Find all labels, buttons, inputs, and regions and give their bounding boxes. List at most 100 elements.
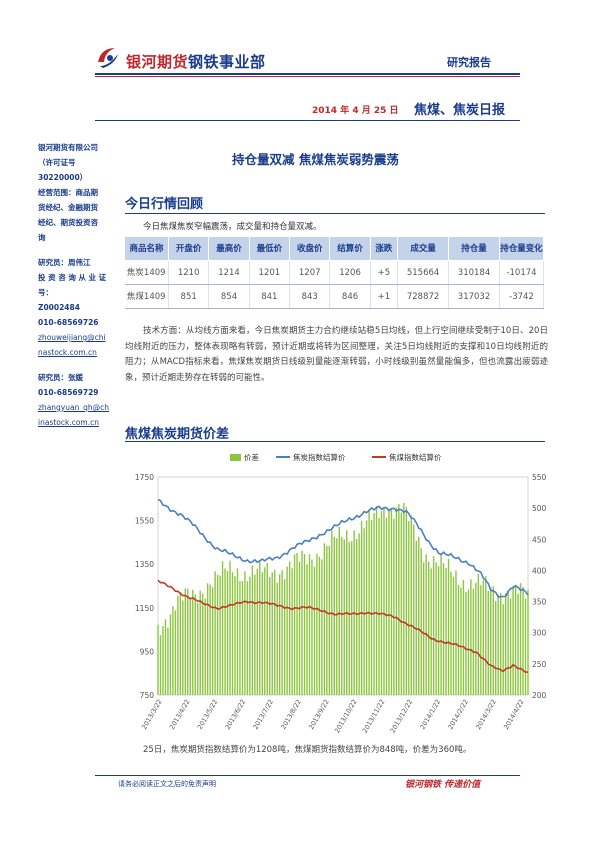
header-divider-red xyxy=(95,76,520,77)
spread-bar xyxy=(373,512,375,695)
spread-bar xyxy=(269,577,271,695)
spread-bar xyxy=(303,554,306,695)
spread-bar xyxy=(499,592,502,695)
spread-bar xyxy=(179,592,182,695)
spread-bar xyxy=(296,553,298,695)
spread-bar xyxy=(308,554,311,695)
analyst1-email-link[interactable]: zhouweijiang@chi xyxy=(38,333,106,342)
spread-bar xyxy=(328,545,331,695)
spread-bar xyxy=(338,526,340,695)
spread-bar xyxy=(278,574,281,695)
title-divider xyxy=(95,120,520,121)
column-header: 持仓量 xyxy=(448,236,500,261)
analyst2-email-link[interactable]: zhangyuan_qh@ch xyxy=(38,403,109,412)
section-title-market-review: 今日行情回顾 xyxy=(125,197,204,212)
legend-label: 价差 xyxy=(244,452,259,462)
x-tick-label: 2014/3/22 xyxy=(474,698,498,731)
spread-bar xyxy=(415,540,417,695)
report-name: 焦煤、焦炭日报 xyxy=(414,103,506,118)
column-header: 最高价 xyxy=(208,236,250,261)
header-divider xyxy=(95,73,520,75)
y-right-tick-label: 450 xyxy=(532,535,547,544)
table-cell: 1201 xyxy=(249,260,291,285)
spread-bar xyxy=(192,589,194,695)
spread-bar xyxy=(455,570,457,695)
company-header: 银河期货钢铁事业部 xyxy=(126,51,266,72)
spread-bar xyxy=(457,584,460,695)
table-cell: 焦煤1409 xyxy=(124,284,169,309)
spread-bar xyxy=(266,562,268,695)
spread-bar xyxy=(286,566,288,695)
analyst2-email-link[interactable]: inastock.com.cn xyxy=(38,418,99,427)
spread-bar xyxy=(517,593,519,695)
coal-index-line xyxy=(157,579,529,674)
technical-analysis: 技术方面：从均线方面来看，今日焦炭期货主力合约继续站稳5日均线，但上行空间继续受… xyxy=(125,326,548,383)
plot-area xyxy=(157,476,529,696)
spread-bar xyxy=(244,571,246,695)
table-cell: 1210 xyxy=(168,260,210,285)
column-header: 开盘价 xyxy=(167,236,210,261)
market-table: 商品名称 开盘价 最高价 最低价 收盘价 结算价 涨跌 成交量 持仓量 持仓量变… xyxy=(124,236,544,309)
legend-swatch xyxy=(230,454,241,461)
spread-bar xyxy=(514,584,517,695)
spread-bar xyxy=(231,572,234,695)
spread-bar xyxy=(159,635,162,695)
x-tick-label: 2014/2/22 xyxy=(446,698,470,731)
x-tick-label: 2013/9/22 xyxy=(307,698,331,731)
spread-bar xyxy=(276,582,278,695)
table-cell: +1 xyxy=(370,284,399,309)
analyst1-email-link[interactable]: nastock.com.cn xyxy=(38,348,97,357)
table-cell: 728872 xyxy=(397,284,450,309)
spread-bar xyxy=(480,585,482,695)
table-cell: 854 xyxy=(208,284,250,309)
spread-bar xyxy=(527,589,529,695)
spread-bar xyxy=(162,626,164,695)
spread-bar xyxy=(281,570,283,695)
spread-bar xyxy=(363,528,365,695)
spread-bar xyxy=(241,581,244,695)
spread-bar xyxy=(204,598,206,695)
spread-bar xyxy=(293,554,296,695)
spread-bar xyxy=(383,506,385,695)
table-cell: 1206 xyxy=(329,260,371,285)
sidebar-line: 询 xyxy=(38,233,46,242)
spread-bar xyxy=(209,584,211,695)
x-tick-label: 2013/6/22 xyxy=(224,698,248,731)
spread-bar xyxy=(291,568,293,695)
section-divider xyxy=(125,213,545,214)
y-left-tick-label: 1750 xyxy=(135,473,154,482)
spread-bar xyxy=(447,558,450,695)
spread-bar xyxy=(465,592,467,695)
spread-bar xyxy=(375,505,378,695)
y-left-tick-label: 1550 xyxy=(135,517,154,526)
sidebar-line: 30220000） xyxy=(38,173,88,182)
coke-index-line xyxy=(157,498,529,598)
spread-bar xyxy=(221,561,224,695)
sidebar-line: 经营范围：商品期 xyxy=(38,188,98,197)
x-tick-label: 2014/1/22 xyxy=(419,698,443,731)
spread-bar xyxy=(311,559,313,695)
table-cell: -3742 xyxy=(499,284,544,309)
spread-bar xyxy=(427,561,430,695)
spread-bar xyxy=(475,582,477,695)
sidebar-line: 经纪、期货投资咨 xyxy=(38,218,98,227)
spread-bar xyxy=(246,581,249,695)
spread-bar xyxy=(236,568,239,695)
spread-bar xyxy=(524,598,527,695)
market-summary: 今日焦煤焦炭窄幅震荡，成交量和持仓量双减。 xyxy=(143,222,322,232)
spread-bar xyxy=(437,566,440,695)
spread-bar xyxy=(199,590,201,695)
column-header: 最低价 xyxy=(248,236,291,261)
table-cell: 1207 xyxy=(289,260,331,285)
spread-chart: 750 950 1150 1350 1550 1750 200 250 300 350 400 450… xyxy=(135,452,547,734)
analyst2-line: 研究员：张媛 xyxy=(38,373,83,382)
analyst2-line: 010-68569729 xyxy=(38,388,99,397)
headline: 持仓量双减 焦煤焦炭弱势震荡 xyxy=(232,152,399,167)
spread-bar xyxy=(256,568,259,695)
legend-label: 焦炭指数结算价 xyxy=(293,452,346,462)
legend-label: 焦煤指数结算价 xyxy=(389,452,442,462)
table-cell: 焦炭1409 xyxy=(124,260,169,285)
company-brand: 银河期货 xyxy=(126,53,189,71)
spread-bar xyxy=(504,593,507,695)
spread-bar xyxy=(445,567,447,695)
